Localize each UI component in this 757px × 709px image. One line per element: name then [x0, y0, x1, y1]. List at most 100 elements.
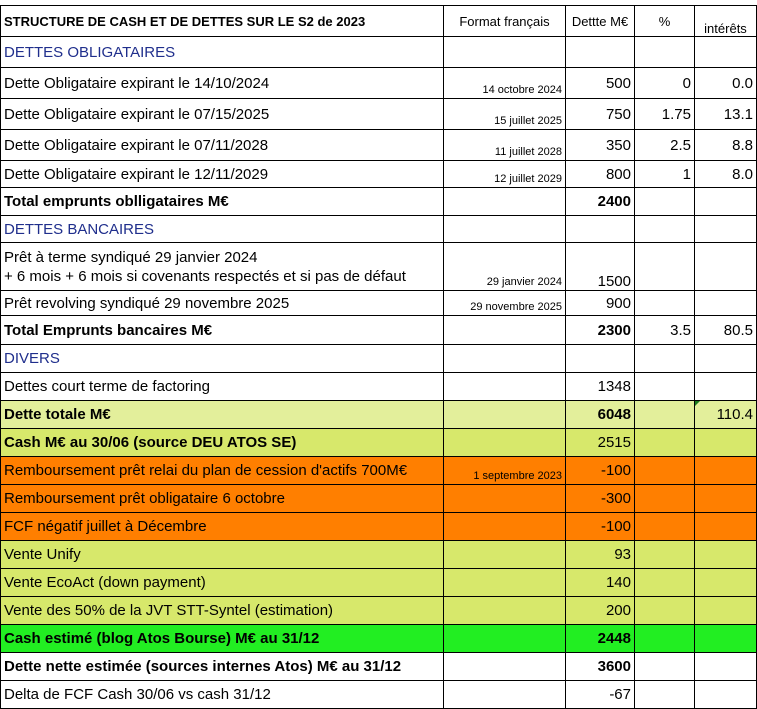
bond-interets[interactable]: 8.0: [694, 160, 757, 188]
bond-dette[interactable]: 800: [565, 160, 635, 188]
empty-cell[interactable]: [443, 596, 566, 625]
empty-cell[interactable]: [634, 215, 695, 243]
section-obligataires[interactable]: DETTES OBLIGATAIRES: [0, 36, 444, 68]
bond-interets[interactable]: 13.1: [694, 98, 757, 130]
cash-estimate-label[interactable]: Cash estimé (blog Atos Bourse) M€ au 31/…: [0, 624, 444, 653]
empty-cell[interactable]: [694, 290, 757, 316]
bond-label[interactable]: Dette Obligataire expirant le 12/11/2029: [0, 160, 444, 188]
term-loan-label[interactable]: Prêt à terme syndiqué 29 janvier 2024 + …: [0, 242, 444, 291]
empty-cell[interactable]: [694, 242, 757, 291]
total-bank-pct[interactable]: 3.5: [634, 315, 695, 345]
empty-cell[interactable]: [565, 215, 635, 243]
revolving-dette[interactable]: 900: [565, 290, 635, 316]
empty-cell[interactable]: [634, 372, 695, 401]
empty-cell[interactable]: [694, 596, 757, 625]
col-header-dette[interactable]: Dettte M€: [565, 5, 635, 37]
empty-cell[interactable]: [634, 456, 695, 485]
total-bonds-dette[interactable]: 2400: [565, 187, 635, 216]
total-debt-interets[interactable]: 110.4: [694, 400, 757, 429]
empty-cell[interactable]: [443, 36, 566, 68]
empty-cell[interactable]: [694, 215, 757, 243]
empty-cell[interactable]: [443, 372, 566, 401]
factoring-label[interactable]: Dettes court terme de factoring: [0, 372, 444, 401]
bond-pct[interactable]: 1: [634, 160, 695, 188]
net-debt-label[interactable]: Dette nette estimée (sources internes At…: [0, 652, 444, 681]
empty-cell[interactable]: [694, 624, 757, 653]
factoring-dette[interactable]: 1348: [565, 372, 635, 401]
total-debt-dette[interactable]: 6048: [565, 400, 635, 429]
empty-cell[interactable]: [694, 680, 757, 709]
empty-cell[interactable]: [443, 215, 566, 243]
empty-cell[interactable]: [634, 652, 695, 681]
empty-cell[interactable]: [694, 540, 757, 569]
empty-cell[interactable]: [694, 187, 757, 216]
empty-cell[interactable]: [634, 512, 695, 541]
bond-interets[interactable]: 8.8: [694, 129, 757, 161]
movement-dette[interactable]: -100: [565, 456, 635, 485]
empty-cell[interactable]: [634, 400, 695, 429]
bond-format[interactable]: 11 juillet 2028: [443, 129, 566, 161]
empty-cell[interactable]: [634, 187, 695, 216]
empty-cell[interactable]: [694, 512, 757, 541]
empty-cell[interactable]: [694, 344, 757, 373]
bond-interets[interactable]: 0.0: [694, 67, 757, 99]
delta-dette[interactable]: -67: [565, 680, 635, 709]
sale-dette[interactable]: 93: [565, 540, 635, 569]
empty-cell[interactable]: [443, 652, 566, 681]
movement-dette[interactable]: -300: [565, 484, 635, 513]
bond-dette[interactable]: 750: [565, 98, 635, 130]
section-bancaires[interactable]: DETTES BANCAIRES: [0, 215, 444, 243]
section-divers[interactable]: DIVERS: [0, 344, 444, 373]
cash-label[interactable]: Cash M€ au 30/06 (source DEU ATOS SE): [0, 428, 444, 457]
bond-pct[interactable]: 1.75: [634, 98, 695, 130]
empty-cell[interactable]: [565, 36, 635, 68]
movement-label[interactable]: FCF négatif juillet à Décembre: [0, 512, 444, 541]
empty-cell[interactable]: [634, 568, 695, 597]
total-debt-label[interactable]: Dette totale M€: [0, 400, 444, 429]
delta-label[interactable]: Delta de FCF Cash 30/06 vs cash 31/12: [0, 680, 444, 709]
bond-format[interactable]: 14 octobre 2024: [443, 67, 566, 99]
cash-estimate-dette[interactable]: 2448: [565, 624, 635, 653]
col-header-format[interactable]: Format français: [443, 5, 566, 37]
movement-label[interactable]: Remboursement prêt obligataire 6 octobre: [0, 484, 444, 513]
sale-label[interactable]: Vente Unify: [0, 540, 444, 569]
empty-cell[interactable]: [694, 652, 757, 681]
bond-format[interactable]: 15 juillet 2025: [443, 98, 566, 130]
movement-dette[interactable]: -100: [565, 512, 635, 541]
total-bank-interets[interactable]: 80.5: [694, 315, 757, 345]
term-loan-format[interactable]: 29 janvier 2024: [443, 242, 566, 291]
bond-label[interactable]: Dette Obligataire expirant le 07/15/2025: [0, 98, 444, 130]
empty-cell[interactable]: [443, 344, 566, 373]
empty-cell[interactable]: [694, 456, 757, 485]
bond-dette[interactable]: 350: [565, 129, 635, 161]
empty-cell[interactable]: [634, 624, 695, 653]
empty-cell[interactable]: [634, 680, 695, 709]
term-loan-dette[interactable]: 1500: [565, 242, 635, 291]
total-bank-dette[interactable]: 2300: [565, 315, 635, 345]
revolving-label[interactable]: Prêt revolving syndiqué 29 novembre 2025: [0, 290, 444, 316]
empty-cell[interactable]: [634, 36, 695, 68]
empty-cell[interactable]: [694, 428, 757, 457]
empty-cell[interactable]: [694, 568, 757, 597]
empty-cell[interactable]: [634, 428, 695, 457]
empty-cell[interactable]: [694, 484, 757, 513]
empty-cell[interactable]: [443, 680, 566, 709]
sale-label[interactable]: Vente des 50% de la JVT STT-Syntel (esti…: [0, 596, 444, 625]
empty-cell[interactable]: [634, 290, 695, 316]
sheet-title[interactable]: STRUCTURE DE CASH ET DE DETTES SUR LE S2…: [0, 5, 444, 37]
empty-cell[interactable]: [443, 624, 566, 653]
bond-label[interactable]: Dette Obligataire expirant le 07/11/2028: [0, 129, 444, 161]
movement-label[interactable]: Remboursement prêt relai du plan de cess…: [0, 456, 444, 485]
empty-cell[interactable]: [694, 36, 757, 68]
total-bonds-label[interactable]: Total emprunts oblligataires M€: [0, 187, 444, 216]
empty-cell[interactable]: [634, 484, 695, 513]
bond-label[interactable]: Dette Obligataire expirant le 14/10/2024: [0, 67, 444, 99]
col-header-interets[interactable]: intérêts: [694, 5, 757, 37]
movement-format[interactable]: [443, 512, 566, 541]
empty-cell[interactable]: [694, 372, 757, 401]
empty-cell[interactable]: [443, 400, 566, 429]
sale-dette[interactable]: 200: [565, 596, 635, 625]
revolving-format[interactable]: 29 novembre 2025: [443, 290, 566, 316]
empty-cell[interactable]: [443, 428, 566, 457]
empty-cell[interactable]: [443, 315, 566, 345]
